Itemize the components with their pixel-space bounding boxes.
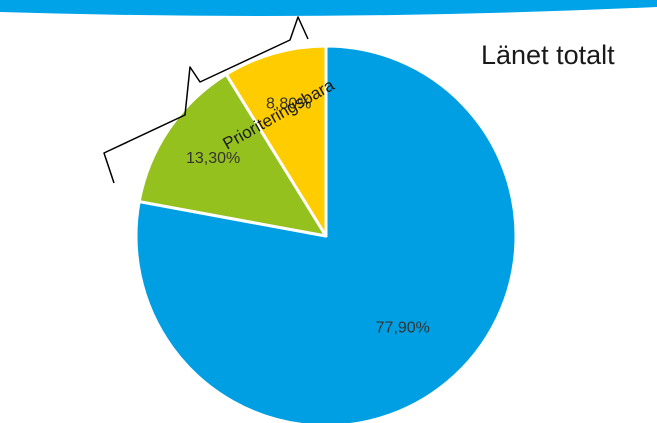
pie-slice-2 (224, 44, 328, 238)
slice-label-2: 8,80% (266, 96, 311, 113)
chart-title: Länet totalt (481, 40, 615, 70)
slice-label-1: 13,30% (186, 150, 240, 167)
pie-slice-1 (137, 72, 328, 238)
labels-layer: 77,90% 13,30% 8,80% (186, 96, 430, 337)
slices-layer (134, 44, 518, 423)
slice-label-0: 77,90% (376, 319, 430, 336)
bracket-shape (103, 16, 309, 184)
top-decorative-band (0, 0, 657, 16)
